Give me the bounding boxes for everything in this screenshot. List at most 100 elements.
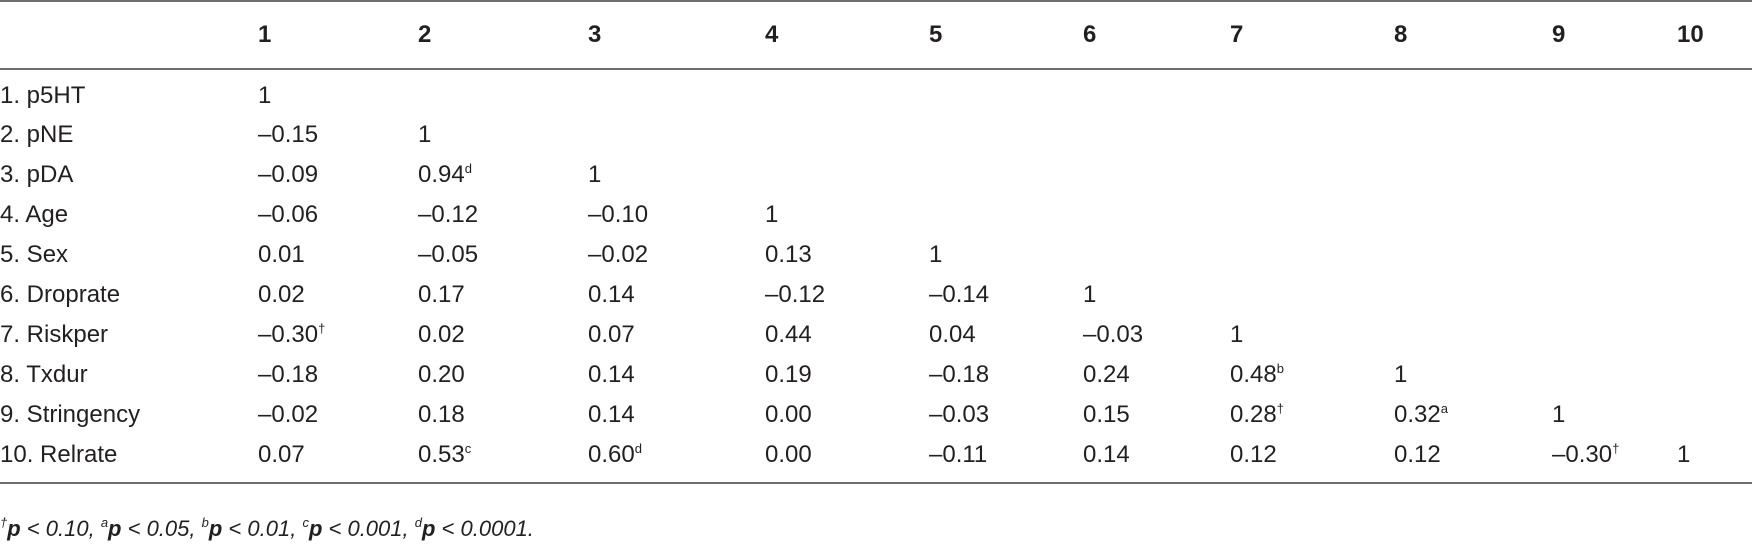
table-cell	[1394, 275, 1552, 315]
table-cell: 0.12	[1394, 435, 1552, 484]
cell-value: 0.17	[418, 281, 465, 308]
table-cell: –0.15	[258, 115, 418, 155]
table-cell: –0.03	[929, 395, 1083, 435]
table-cell	[1677, 315, 1752, 355]
cell-value: 0.94	[418, 161, 465, 188]
table-row: 10. Relrate 0.07 0.53c 0.60d 0.00 –0.11 0.14 0.…	[0, 435, 1752, 484]
cell-value: 0.07	[588, 321, 635, 348]
table-cell: –0.10	[588, 195, 765, 235]
header-blank	[0, 0, 258, 70]
table-cell	[1083, 195, 1230, 235]
table-cell	[1394, 155, 1552, 195]
cell-value: –0.14	[929, 281, 990, 308]
table-cell	[1677, 275, 1752, 315]
column-header-6: 6	[1083, 0, 1230, 70]
table-cell: 1	[418, 115, 588, 155]
cell-value: –0.06	[258, 201, 319, 228]
table-cell: 0.04	[929, 315, 1083, 355]
table-cell: –0.02	[588, 235, 765, 275]
table-cell: 0.00	[765, 395, 929, 435]
table-cell	[1677, 69, 1752, 115]
cell-value: 0.32	[1394, 401, 1441, 428]
cell-value: –0.05	[418, 241, 479, 268]
cell-value: 1	[1552, 401, 1566, 428]
footnote-threshold: < 0.10,	[20, 516, 101, 541]
table-cell: 0.07	[258, 435, 418, 484]
table-cell: 0.14	[588, 395, 765, 435]
cell-value: –0.15	[258, 121, 319, 148]
cell-value: 0.02	[258, 281, 305, 308]
cell-value: –0.02	[258, 401, 319, 428]
table-cell	[1394, 315, 1552, 355]
table-row: 7. Riskper –0.30† 0.02 0.07 0.44 0.04 –0.03 1	[0, 315, 1752, 355]
cell-value: 0.14	[588, 401, 635, 428]
cell-value: 0.44	[765, 321, 812, 348]
table-cell	[1677, 235, 1752, 275]
table-body: 1. p5HT 1 2. pNE –0.15 1 3. pDA –0.09 0.94d 1 4. …	[0, 69, 1752, 484]
footnote-threshold: < 0.01,	[222, 516, 303, 541]
table-cell: 1	[258, 69, 418, 115]
footnote-symbol: b	[201, 515, 209, 530]
footnote-p: p	[421, 516, 436, 541]
table-cell	[1552, 355, 1677, 395]
table-cell	[929, 115, 1083, 155]
footnote-symbol: d	[414, 515, 422, 530]
row-label: 8. Txdur	[0, 361, 88, 388]
cell-value: –0.18	[929, 361, 990, 388]
table-cell: 0.94d	[418, 155, 588, 195]
table-cell: –0.05	[418, 235, 588, 275]
footnote-symbol: c	[302, 515, 309, 530]
cell-value: 1	[1230, 321, 1244, 348]
row-label: 5. Sex	[0, 241, 69, 268]
cell-value: –0.09	[258, 161, 319, 188]
footnote-threshold: < 0.001,	[322, 516, 415, 541]
table-cell: –0.09	[258, 155, 418, 195]
cell-value: 1	[929, 241, 943, 268]
cell-value: 0.02	[418, 321, 465, 348]
cell-value: –0.18	[258, 361, 319, 388]
footnote-symbol: †	[0, 515, 8, 530]
cell-value: 0.19	[765, 361, 812, 388]
table-cell	[588, 69, 765, 115]
cell-value: –0.30	[258, 321, 319, 348]
table-cell	[1230, 235, 1394, 275]
cell-value: 1	[418, 121, 432, 148]
table-cell: 0.44	[765, 315, 929, 355]
cell-value: 0.60	[588, 440, 635, 468]
table-cell: 0.17	[418, 275, 588, 315]
table-cell	[929, 155, 1083, 195]
table-cell: –0.30†	[258, 315, 418, 355]
footnote-threshold: < 0.05,	[121, 516, 202, 541]
table-cell: 0.01	[258, 235, 418, 275]
cell-value: 0.28	[1230, 401, 1277, 428]
table-cell	[1677, 195, 1752, 235]
table-cell: 0.14	[588, 355, 765, 395]
cell-value: 0.01	[258, 241, 305, 268]
table-cell	[1552, 155, 1677, 195]
column-header-7: 7	[1230, 0, 1394, 70]
table-cell	[1083, 235, 1230, 275]
cell-value: 0.20	[418, 361, 465, 388]
table-cell	[418, 69, 588, 115]
significance-marker: †	[318, 321, 326, 336]
table-cell	[1230, 115, 1394, 155]
row-label: 9. Stringency	[0, 401, 141, 428]
significance-marker: †	[1612, 440, 1620, 456]
cell-value: 0.00	[765, 440, 812, 468]
cell-value: 0.07	[258, 440, 305, 468]
table-cell: 0.53c	[418, 435, 588, 484]
column-header-5: 5	[929, 0, 1083, 70]
table-cell: 1	[1083, 275, 1230, 315]
table-cell	[1552, 69, 1677, 115]
table-cell	[1552, 195, 1677, 235]
table-cell	[765, 155, 929, 195]
row-label: 10. Relrate	[0, 435, 258, 484]
footnote-threshold: < 0.0001.	[435, 516, 534, 541]
cell-value: –0.03	[1083, 321, 1144, 348]
cell-value: –0.11	[929, 440, 988, 468]
table-cell: 0.14	[1083, 435, 1230, 484]
table-cell	[765, 115, 929, 155]
column-header-3: 3	[588, 0, 765, 70]
table-footnote: †p < 0.10, ap < 0.05, bp < 0.01, cp < 0.…	[0, 516, 534, 542]
footnote-p: p	[7, 516, 21, 541]
